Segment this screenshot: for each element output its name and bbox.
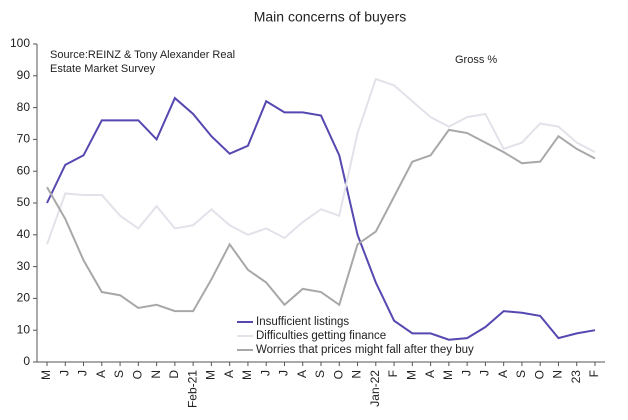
- x-tick-label: N: [350, 370, 364, 379]
- x-tick-label: M: [405, 370, 419, 380]
- y-tick-label: 60: [17, 163, 31, 177]
- x-tick-label: J: [277, 370, 291, 376]
- x-tick-label: S: [112, 370, 126, 378]
- x-tick-label: A: [94, 370, 108, 378]
- source-note: Estate Market Survey: [50, 63, 156, 75]
- y-tick-label: 90: [17, 68, 31, 82]
- series-line: [46, 96, 596, 341]
- x-tick-label: S: [313, 370, 327, 378]
- legend-label: Difficulties getting finance: [256, 330, 386, 342]
- legend-label: Worries that prices might fall after the…: [256, 344, 474, 356]
- y-tick-label: 20: [17, 291, 31, 305]
- x-tick-label: D: [167, 370, 181, 379]
- x-tick-label: A: [496, 370, 510, 378]
- x-tick-label: A: [295, 370, 309, 378]
- source-note: Source:REINZ & Tony Alexander Real: [50, 49, 235, 61]
- x-tick-label: O: [131, 370, 145, 379]
- x-tick-label: J: [57, 370, 71, 376]
- y-tick-label: 30: [17, 259, 31, 273]
- x-tick-label: J: [459, 370, 473, 376]
- y-tick-label: 70: [17, 132, 31, 146]
- x-tick-label: J: [76, 370, 90, 376]
- x-tick-label: N: [551, 370, 565, 379]
- x-tick-label: O: [331, 370, 345, 379]
- x-tick-label: O: [532, 370, 546, 379]
- legend-label: Insufficient listings: [256, 316, 349, 328]
- series-line: [46, 128, 596, 313]
- chart-title: Main concerns of buyers: [254, 9, 407, 25]
- series-line: [46, 77, 596, 245]
- x-tick-label: M: [240, 370, 254, 380]
- y-tick-label: 40: [17, 227, 31, 241]
- x-tick-label: Feb-21: [185, 370, 199, 408]
- x-tick-label: M: [441, 370, 455, 380]
- y-tick-label: 80: [17, 100, 31, 114]
- x-tick-label: F: [587, 370, 601, 377]
- x-tick-label: S: [514, 370, 528, 378]
- x-tick-label: M: [39, 370, 53, 380]
- x-tick-label: F: [386, 370, 400, 377]
- unit-note: Gross %: [455, 54, 497, 66]
- x-tick-label: M: [204, 370, 218, 380]
- x-tick-label: Jan-22: [368, 370, 382, 407]
- x-tick-label: A: [222, 370, 236, 378]
- x-tick-label: 23: [569, 370, 583, 384]
- y-tick-label: 50: [17, 195, 31, 209]
- y-tick-label: 10: [17, 322, 31, 336]
- x-tick-label: J: [478, 370, 492, 376]
- x-tick-label: A: [423, 370, 437, 378]
- x-tick-label: J: [258, 370, 272, 376]
- y-tick-label: 100: [10, 36, 30, 50]
- x-tick-label: N: [149, 370, 163, 379]
- y-tick-label: 0: [23, 354, 30, 368]
